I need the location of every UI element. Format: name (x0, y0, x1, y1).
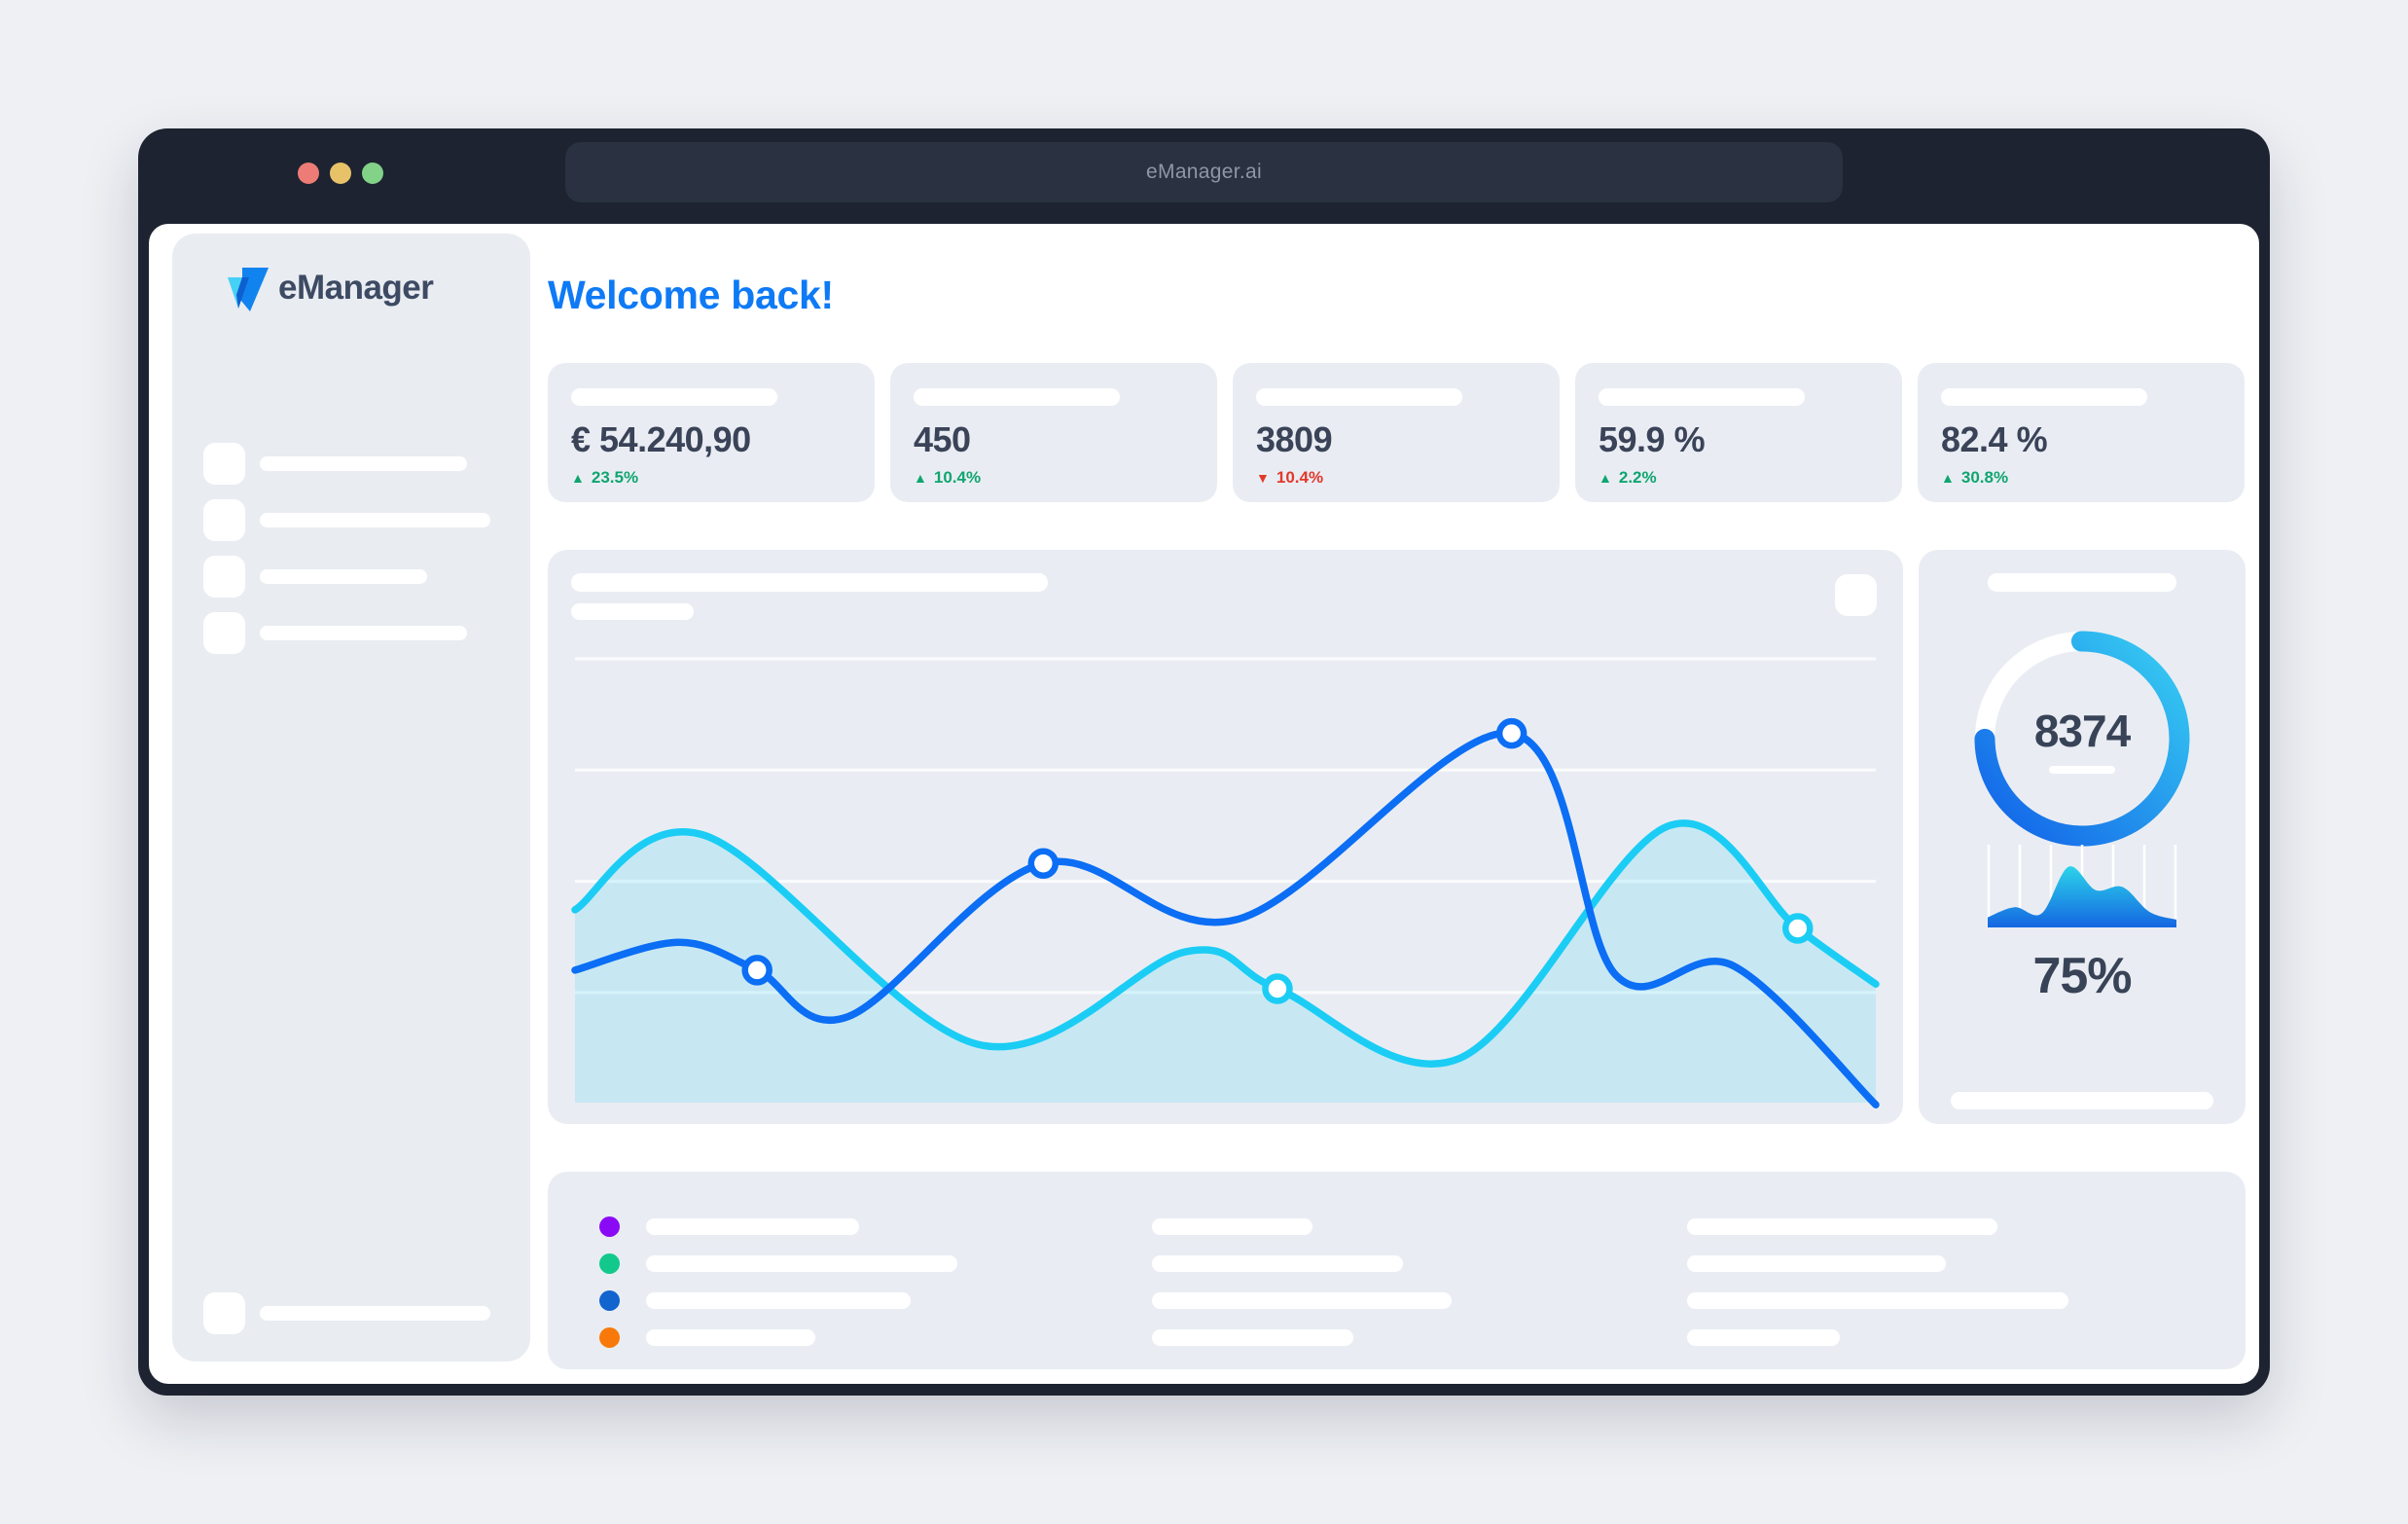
legend-text-placeholder (646, 1329, 815, 1346)
legend-dot (599, 1327, 620, 1348)
sidebar-footer-icon (203, 1292, 245, 1334)
sidebar-item-placeholder[interactable] (203, 499, 490, 541)
legend-text-placeholder (1152, 1292, 1452, 1309)
legend-text-placeholder (1687, 1329, 1840, 1346)
browser-titlebar: eManager.ai (138, 128, 2270, 224)
stat-change: ▼ 10.4% (1256, 468, 1323, 488)
sidebar-item-icon (203, 556, 245, 598)
legend-text-placeholder (1152, 1329, 1353, 1346)
url-bar[interactable]: eManager.ai (565, 142, 1843, 202)
chart-subtitle-placeholder (571, 603, 694, 620)
stat-cards-row: € 54.240,90 ▲ 23.5% 450 ▲ 10.4% 3809 ▼ 10.4% 59.9… (548, 363, 2246, 502)
gauge-percent-label: 75% (2032, 948, 2132, 1004)
legend-dot (599, 1253, 620, 1274)
donut-center: 8374 (1970, 627, 2194, 851)
close-window-icon[interactable] (298, 163, 319, 184)
kpi-title-placeholder (1988, 573, 2176, 592)
trend-up-icon: ▲ (1599, 470, 1612, 486)
stat-card: 82.4 % ▲ 30.8% (1918, 363, 2245, 502)
legend-dot (599, 1290, 620, 1311)
legend-text-placeholder (1687, 1292, 2068, 1309)
chart-title-placeholder (571, 573, 1048, 592)
sidebar-item-icon (203, 612, 245, 654)
legend-text-placeholder (1687, 1218, 1997, 1235)
stat-card: € 54.240,90 ▲ 23.5% (548, 363, 875, 502)
sidebar-footer-placeholder[interactable] (203, 1292, 490, 1334)
trend-up-icon: ▲ (914, 470, 927, 486)
kpi-footer-placeholder (1951, 1092, 2213, 1109)
page-title: Welcome back! (548, 272, 834, 317)
trend-down-icon: ▼ (1256, 470, 1270, 486)
minimize-window-icon[interactable] (330, 163, 351, 184)
stat-change-percent: 10.4% (933, 468, 982, 487)
legend-text-placeholder (646, 1255, 957, 1272)
sidebar-item-icon (203, 443, 245, 485)
sidebar-item-label-placeholder (260, 513, 490, 527)
sidebar-item-label-placeholder (260, 569, 427, 584)
stat-change-percent: 10.4% (1276, 468, 1324, 487)
line-chart (571, 657, 1880, 1108)
stat-card: 59.9 % ▲ 2.2% (1575, 363, 1902, 502)
chart-action-button[interactable] (1835, 574, 1877, 616)
legend-row (548, 1327, 2246, 1348)
legend-card (548, 1172, 2246, 1369)
stat-value: 3809 (1256, 419, 1333, 459)
stat-value: 59.9 % (1599, 419, 1706, 459)
sidebar: eManager (172, 234, 530, 1361)
brand-name: eManager (278, 269, 434, 307)
legend-row (548, 1253, 2246, 1274)
brand: eManager (226, 265, 434, 311)
browser-window: eManager.ai eManager Welcome back! € 54.… (138, 128, 2270, 1396)
kpi-side-card: 8374 75% (1919, 550, 2246, 1124)
legend-dot (599, 1216, 620, 1237)
stat-change-percent: 23.5% (591, 468, 639, 487)
trend-up-icon: ▲ (571, 470, 585, 486)
brand-logo-icon (228, 268, 269, 311)
main-area: Welcome back! € 54.240,90 ▲ 23.5% 450 ▲ 10.4%… (548, 224, 2246, 1384)
app-content: eManager Welcome back! € 54.240,90 ▲ 23.5%… (149, 224, 2259, 1384)
legend-text-placeholder (646, 1218, 859, 1235)
legend-text-placeholder (1687, 1255, 1946, 1272)
sidebar-item-placeholder[interactable] (203, 443, 467, 485)
stat-title-placeholder (1941, 388, 2147, 406)
stat-change-percent: 2.2% (1618, 468, 1657, 487)
legend-text-placeholder (1152, 1218, 1312, 1235)
stat-title-placeholder (1599, 388, 1805, 406)
stat-card: 3809 ▼ 10.4% (1233, 363, 1560, 502)
donut-gauge: 8374 (1970, 627, 2194, 851)
sidebar-footer-label-placeholder (260, 1306, 490, 1321)
stat-change: ▲ 2.2% (1599, 468, 1657, 488)
mini-area-chart (1987, 845, 2177, 927)
legend-text-placeholder (1152, 1255, 1403, 1272)
legend-text-placeholder (646, 1292, 911, 1309)
url-text: eManager.ai (1146, 161, 1262, 183)
zoom-window-icon[interactable] (362, 163, 383, 184)
sidebar-item-label-placeholder (260, 626, 467, 640)
sidebar-item-placeholder[interactable] (203, 556, 427, 598)
stat-change: ▲ 23.5% (571, 468, 638, 488)
stat-value: 82.4 % (1941, 419, 2048, 459)
stat-title-placeholder (1256, 388, 1462, 406)
stat-value: € 54.240,90 (571, 419, 751, 459)
legend-row (548, 1290, 2246, 1311)
traffic-lights (298, 163, 383, 184)
stat-change-percent: 30.8% (1960, 468, 2009, 487)
stat-value: 450 (914, 419, 971, 459)
donut-label-placeholder (2049, 765, 2115, 774)
donut-value: 8374 (2033, 705, 2131, 756)
stat-change: ▲ 10.4% (914, 468, 981, 488)
stat-title-placeholder (571, 388, 777, 406)
stat-change: ▲ 30.8% (1941, 468, 2008, 488)
stat-title-placeholder (914, 388, 1120, 406)
stat-card: 450 ▲ 10.4% (890, 363, 1217, 502)
legend-row (548, 1216, 2246, 1237)
sidebar-item-icon (203, 499, 245, 541)
donut-chart (1974, 631, 2190, 847)
trend-up-icon: ▲ (1941, 470, 1955, 486)
main-chart-card (548, 550, 1903, 1124)
sidebar-item-placeholder[interactable] (203, 612, 467, 654)
sidebar-item-label-placeholder (260, 456, 467, 471)
